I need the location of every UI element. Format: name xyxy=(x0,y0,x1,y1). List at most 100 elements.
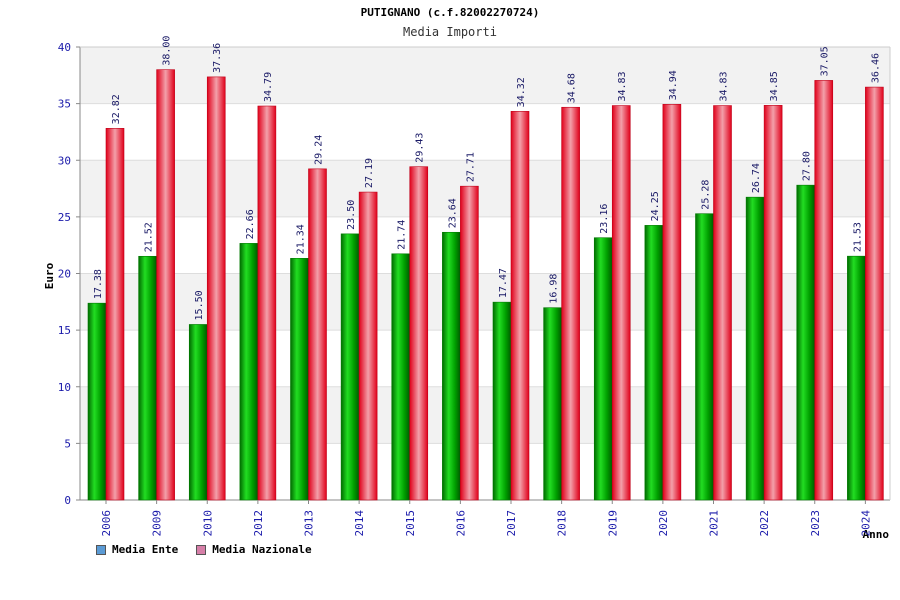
data-label: 21.53 xyxy=(852,222,863,252)
bar-ente xyxy=(340,233,360,501)
bar-nazionale xyxy=(662,104,682,501)
data-label: 29.43 xyxy=(415,133,426,163)
data-label: 38.00 xyxy=(162,36,173,66)
data-label: 23.64 xyxy=(447,198,458,228)
y-tick-label: 10 xyxy=(58,381,71,394)
data-label: 25.28 xyxy=(701,180,712,210)
legend-label-nazionale: Media Nazionale xyxy=(212,543,312,556)
bar-nazionale xyxy=(206,76,226,501)
bar-nazionale xyxy=(358,191,378,501)
legend-item-ente: Media Ente xyxy=(96,543,178,556)
bar-ente xyxy=(644,225,664,501)
bar-nazionale xyxy=(105,128,125,501)
y-tick-label: 25 xyxy=(58,211,71,224)
chart-title: PUTIGNANO (c.f.82002270724) xyxy=(360,6,540,19)
bar-ente xyxy=(290,258,309,501)
bar-nazionale xyxy=(561,106,580,501)
bar-ente xyxy=(593,237,613,501)
x-tick-label: 2012 xyxy=(252,510,265,537)
x-tick-label: 2014 xyxy=(353,510,366,537)
data-label: 34.79 xyxy=(263,72,274,102)
y-tick-label: 0 xyxy=(64,494,71,507)
y-tick-label: 5 xyxy=(64,437,71,450)
data-label: 37.05 xyxy=(820,46,831,76)
chart-subtitle: Media Importi xyxy=(403,25,497,39)
y-tick-label: 15 xyxy=(58,324,71,337)
y-tick-label: 20 xyxy=(58,268,71,281)
data-label: 34.83 xyxy=(617,71,628,101)
x-tick-label: 2013 xyxy=(303,510,316,537)
bar-nazionale xyxy=(156,69,175,501)
x-tick-label: 2022 xyxy=(758,510,771,537)
bar-nazionale xyxy=(763,105,783,501)
x-tick-label: 2009 xyxy=(151,510,164,537)
bar-nazionale xyxy=(510,111,530,501)
x-tick-label: 2018 xyxy=(556,510,569,537)
y-tick-label: 35 xyxy=(58,98,71,111)
data-label: 15.50 xyxy=(194,290,205,320)
data-label: 29.24 xyxy=(314,135,325,165)
bar-ente xyxy=(543,307,562,501)
data-label: 22.66 xyxy=(245,209,256,239)
data-label: 36.46 xyxy=(870,53,881,83)
bar-nazionale xyxy=(713,105,732,501)
data-label: 34.68 xyxy=(567,73,578,103)
data-label: 26.74 xyxy=(751,163,762,193)
data-label: 37.36 xyxy=(212,43,223,73)
data-label: 34.94 xyxy=(668,70,679,100)
data-label: 23.16 xyxy=(599,204,610,234)
x-tick-label: 2015 xyxy=(404,510,417,537)
x-tick-label: 2017 xyxy=(505,510,518,537)
x-axis-label: Anno xyxy=(863,528,890,541)
data-label: 21.52 xyxy=(144,222,155,252)
data-label: 16.98 xyxy=(549,274,560,304)
bar-ente xyxy=(188,324,208,501)
y-tick-label: 40 xyxy=(58,41,71,54)
bar-ente xyxy=(442,231,461,501)
bar-nazionale xyxy=(409,166,429,501)
x-tick-label: 2024 xyxy=(859,510,872,537)
legend-swatch-ente xyxy=(96,544,106,555)
bar-ente xyxy=(745,196,765,501)
bar-ente xyxy=(695,213,714,501)
x-tick-label: 2006 xyxy=(100,510,113,537)
data-label: 24.25 xyxy=(650,191,661,221)
data-label: 27.80 xyxy=(802,151,813,181)
x-tick-label: 2016 xyxy=(454,510,467,537)
legend-label-ente: Media Ente xyxy=(112,543,179,556)
legend-swatch-nazionale xyxy=(196,544,207,555)
bar-nazionale xyxy=(814,80,834,501)
x-tick-label: 2019 xyxy=(606,510,619,537)
y-axis-label: Euro xyxy=(43,262,56,289)
bar-nazionale xyxy=(257,105,277,501)
data-label: 23.50 xyxy=(346,200,357,230)
bar-ente xyxy=(492,301,512,501)
x-tick-label: 2010 xyxy=(201,510,214,537)
legend-item-nazionale: Media Nazionale xyxy=(196,543,312,556)
bar-nazionale xyxy=(611,105,631,501)
bar-ente xyxy=(239,243,259,501)
data-label: 21.74 xyxy=(397,220,408,250)
data-label: 34.32 xyxy=(516,77,527,107)
bar-nazionale xyxy=(308,168,327,501)
bar-ente xyxy=(847,255,866,501)
bar-ente xyxy=(87,302,107,501)
data-label: 34.83 xyxy=(719,71,730,101)
data-label: 17.47 xyxy=(498,268,509,298)
bar-ente xyxy=(796,184,816,501)
data-label: 34.85 xyxy=(769,71,780,101)
x-tick-label: 2023 xyxy=(809,510,822,537)
data-label: 27.71 xyxy=(465,152,476,182)
bar-ente xyxy=(138,255,157,501)
data-label: 32.82 xyxy=(111,94,122,124)
bar-nazionale xyxy=(460,185,479,501)
x-tick-label: 2020 xyxy=(657,510,670,537)
data-label: 17.38 xyxy=(93,269,104,299)
data-label: 27.19 xyxy=(364,158,375,188)
bar-nazionale xyxy=(865,86,884,501)
x-tick-label: 2021 xyxy=(708,510,721,537)
legend: Media Ente Media Nazionale xyxy=(96,543,312,556)
bar-ente xyxy=(391,253,411,501)
